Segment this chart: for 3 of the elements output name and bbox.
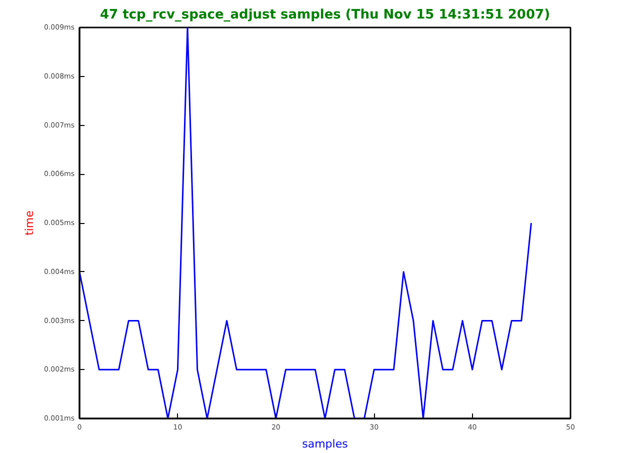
y-axis-title: time [22,210,36,236]
x-axis-title: samples [302,438,348,450]
chart-title: 47 tcp_rcv_space_adjust samples (Thu Nov 15 14:31:51 2007) [100,8,550,22]
